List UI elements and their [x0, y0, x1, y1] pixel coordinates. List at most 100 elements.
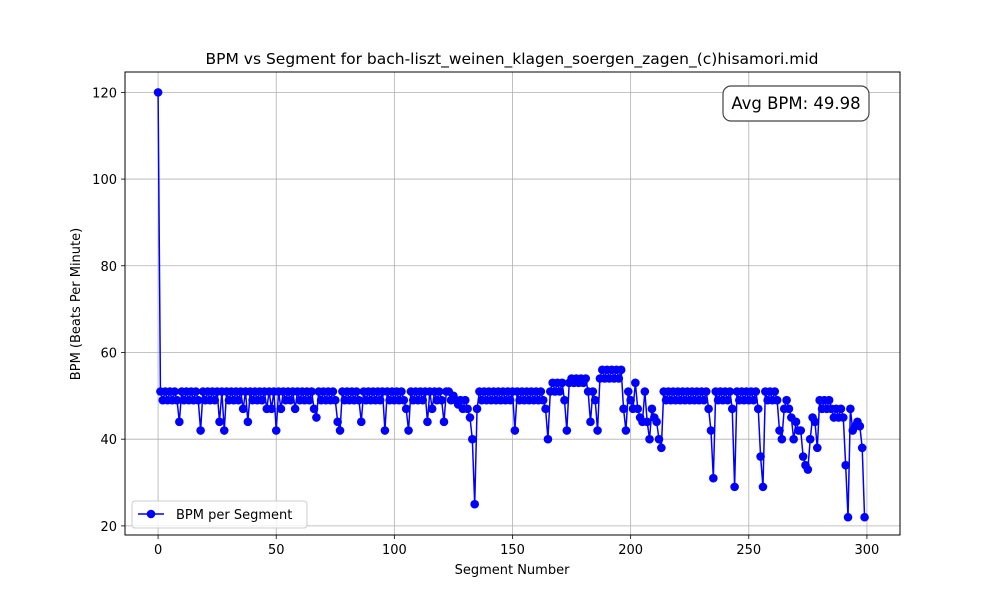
data-point [751, 387, 761, 396]
data-point [805, 434, 815, 444]
data-point [846, 404, 855, 414]
data-point [470, 499, 480, 509]
data-point [791, 417, 801, 427]
data-point [701, 387, 711, 396]
data-point [652, 417, 661, 427]
data-point [309, 404, 319, 414]
data-point [588, 387, 598, 396]
data-point [210, 395, 220, 405]
data-point [538, 395, 548, 405]
data-point [196, 426, 205, 435]
y-tick-label: 40 [100, 433, 117, 448]
data-point [170, 387, 179, 396]
data-point [753, 404, 763, 414]
avg-bpm-annotation: Avg BPM: 49.98 [722, 85, 870, 122]
data-point [789, 434, 798, 444]
data-point [380, 426, 390, 435]
y-tick-label: 60 [100, 346, 117, 361]
data-point [505, 395, 515, 405]
data-point [401, 404, 411, 414]
data-point [354, 395, 364, 405]
data-point [312, 413, 321, 422]
data-point [399, 395, 409, 405]
data-point [543, 434, 553, 444]
data-point [838, 413, 848, 422]
data-point [770, 387, 780, 396]
data-point [465, 413, 475, 422]
x-tick-label: 150 [500, 543, 525, 558]
data-point [841, 460, 850, 470]
data-point [219, 426, 229, 435]
data-point [749, 395, 758, 405]
data-point [626, 395, 635, 405]
data-point [243, 417, 253, 427]
y-tick-label: 80 [100, 260, 117, 275]
data-point [775, 426, 784, 435]
data-point [758, 482, 768, 492]
data-point [418, 395, 428, 405]
data-point [640, 387, 650, 396]
legend-box [131, 500, 308, 529]
data-point [330, 395, 340, 405]
data-point [836, 404, 846, 414]
data-point [619, 404, 628, 414]
y-axis-ticks: 20 40 60 80 100 120 [92, 86, 125, 535]
data-point [631, 378, 640, 388]
data-point [404, 426, 413, 435]
data-point [623, 387, 633, 396]
data-point [397, 387, 406, 396]
data-point [335, 426, 345, 435]
x-tick-label: 250 [736, 543, 761, 558]
x-tick-label: 100 [382, 543, 407, 558]
data-point [723, 395, 732, 405]
data-point [172, 395, 182, 405]
data-point [621, 426, 631, 435]
data-point [784, 404, 794, 414]
data-point [356, 417, 366, 427]
data-point [290, 404, 300, 414]
annotation-text: Avg BPM: 49.98 [731, 94, 860, 113]
data-point [798, 452, 808, 461]
chart-title: BPM vs Segment for bach-liszt_weinen_kla… [206, 50, 819, 69]
data-point [857, 443, 867, 453]
data-point [772, 395, 782, 405]
data-point [706, 426, 716, 435]
data-point [468, 434, 477, 444]
data-point [286, 395, 295, 405]
data-point [536, 387, 546, 396]
data-point [257, 395, 267, 405]
data-point [657, 443, 666, 453]
grid-lines [125, 72, 900, 535]
data-point [541, 404, 550, 414]
data-point [153, 88, 163, 97]
series-layer [153, 88, 869, 522]
data-point [803, 465, 813, 474]
x-tick-label: 300 [855, 543, 880, 558]
data-point [234, 395, 243, 405]
data-point [557, 378, 567, 388]
x-tick-label: 200 [618, 543, 643, 558]
data-point [267, 404, 276, 414]
data-point [463, 404, 472, 414]
data-point [305, 395, 314, 405]
data-point [642, 417, 652, 427]
data-point [824, 395, 834, 405]
data-point [855, 421, 865, 431]
data-point [191, 387, 201, 396]
data-point [460, 395, 470, 405]
data-point [730, 482, 739, 492]
data-point [616, 365, 626, 375]
data-point [437, 395, 446, 405]
data-point [725, 387, 735, 396]
data-point [593, 426, 602, 435]
data-point [193, 395, 203, 405]
data-point [777, 434, 787, 444]
data-point [782, 395, 791, 405]
data-point [472, 404, 482, 414]
x-tick-label: 50 [268, 543, 285, 558]
legend: BPM per Segment [131, 500, 308, 529]
data-point [238, 404, 248, 414]
data-point [276, 404, 286, 414]
data-point [813, 443, 822, 453]
